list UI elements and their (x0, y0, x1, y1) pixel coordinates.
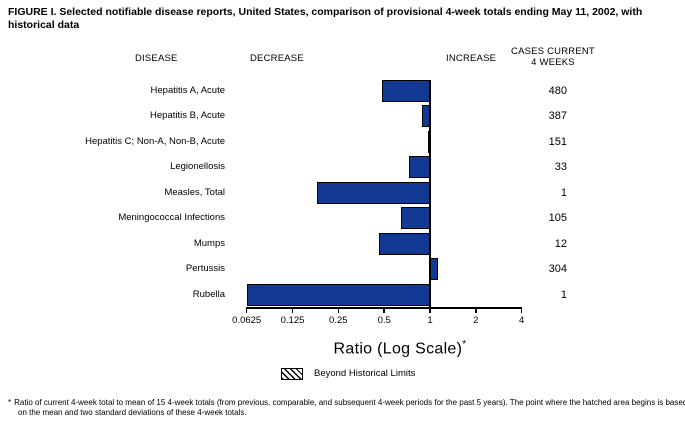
axis-tick-label: 0.0625 (232, 315, 262, 326)
baseline-rule (429, 79, 431, 309)
cases-count: 387 (548, 110, 567, 122)
cases-count: 151 (548, 135, 567, 148)
cases-count: 480 (548, 84, 567, 97)
axis-tick (337, 307, 340, 313)
cases-count: 105 (548, 212, 567, 224)
ratio-bar (316, 181, 430, 204)
x-axis-title: Ratio (Log Scale)* (275, 339, 525, 358)
axis-tick (383, 307, 385, 313)
axis-tick-label: 0.125 (280, 315, 305, 326)
cases-count: 12 (554, 237, 567, 250)
column-header-disease: DISEASE (135, 53, 178, 64)
legend-label: Beyond Historical Limits (314, 368, 416, 379)
disease-label: Mumps (193, 237, 225, 249)
axis-tick (520, 307, 523, 313)
disease-label: Hepatitis B, Acute (150, 110, 225, 121)
x-axis-title-text: Ratio (Log Scale) (333, 340, 463, 358)
axis-tick (245, 307, 248, 313)
disease-label: Measles, Total (164, 186, 225, 198)
cases-count: 1 (560, 288, 567, 301)
cases-count: 33 (554, 161, 567, 173)
cases-count: 304 (548, 263, 567, 275)
column-header-decrease: DECREASE (250, 53, 304, 64)
axis-tick-label: 1 (427, 315, 433, 326)
axis-tick-label: 2 (473, 315, 479, 326)
footnote-marker: * (8, 398, 12, 407)
x-axis-title-asterisk: * (462, 339, 467, 350)
ratio-bar (381, 79, 430, 102)
disease-label: Rubella (192, 288, 225, 300)
ratio-bar (430, 258, 439, 280)
column-header-cases: CASES CURRENT 4 WEEKS (503, 46, 603, 68)
axis-tick (291, 307, 294, 313)
axis-tick (475, 307, 477, 313)
disease-label: Legionellosis (170, 161, 225, 172)
axis-tick-label: 0.5 (377, 315, 391, 326)
column-header-cases-line2: 4 WEEKS (531, 57, 575, 68)
axis-tick-label: 0.25 (329, 315, 348, 326)
ratio-bar (246, 283, 430, 306)
ratio-bar (378, 232, 430, 255)
disease-label: Meningococcal Infections (118, 212, 225, 223)
legend-hatch-swatch-icon (281, 368, 303, 380)
axis-tick-label: 4 (519, 315, 525, 326)
column-header-increase: INCREASE (446, 53, 497, 64)
disease-label: Pertussis (185, 263, 225, 274)
footnote-text: Ratio of current 4-week total to mean of… (14, 398, 685, 417)
disease-label: Hepatitis A, Acute (150, 84, 225, 96)
ratio-bar (409, 156, 430, 178)
disease-label: Hepatitis C; Non-A, Non-B, Acute (85, 135, 225, 147)
ratio-bar (400, 207, 430, 229)
footnote: * Ratio of current 4-week total to mean o… (8, 398, 685, 417)
axis-tick (429, 307, 431, 313)
column-header-cases-line1: CASES CURRENT (511, 46, 595, 57)
figure-title: FIGURE I. Selected notifiable disease re… (8, 6, 643, 31)
cases-count: 1 (560, 186, 567, 199)
